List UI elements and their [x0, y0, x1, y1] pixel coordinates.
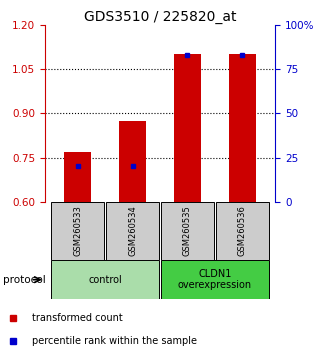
Text: transformed count: transformed count — [32, 313, 123, 323]
Bar — [52, 202, 104, 260]
Text: CLDN1
overexpression: CLDN1 overexpression — [178, 269, 252, 291]
Bar — [52, 260, 159, 299]
Bar — [106, 202, 159, 260]
Title: GDS3510 / 225820_at: GDS3510 / 225820_at — [84, 10, 236, 24]
Bar — [119, 121, 146, 202]
Text: GSM260533: GSM260533 — [73, 206, 82, 256]
Bar — [161, 202, 214, 260]
Text: protocol: protocol — [3, 275, 46, 285]
Bar — [174, 54, 201, 202]
Bar — [161, 260, 268, 299]
Text: GSM260535: GSM260535 — [183, 206, 192, 256]
Bar — [64, 152, 92, 202]
Bar — [228, 54, 256, 202]
Bar — [216, 202, 268, 260]
Text: percentile rank within the sample: percentile rank within the sample — [32, 336, 197, 346]
Text: GSM260536: GSM260536 — [238, 206, 247, 256]
Text: GSM260534: GSM260534 — [128, 206, 137, 256]
Text: control: control — [88, 275, 122, 285]
